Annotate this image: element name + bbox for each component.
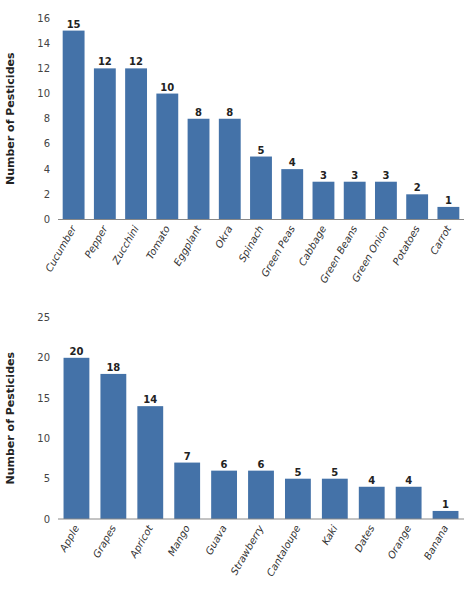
x-tick-label: Eggplant xyxy=(172,223,204,268)
x-tick-label: Pepper xyxy=(83,223,111,260)
bar xyxy=(359,487,385,519)
x-tick-label: Guava xyxy=(203,523,229,556)
bar xyxy=(313,182,335,220)
y-tick-label: 10 xyxy=(37,433,50,444)
y-tick-label: 0 xyxy=(44,514,50,525)
data-label: 2 xyxy=(414,182,421,193)
x-tick-label: Mango xyxy=(166,523,192,558)
data-label: 5 xyxy=(258,145,265,156)
data-label: 4 xyxy=(289,157,296,168)
panel: 0510152025Number of Pesticides2018147665… xyxy=(4,312,464,578)
x-tick-label: Dates xyxy=(352,523,376,554)
bar xyxy=(63,31,85,220)
x-tick-label: Carrot xyxy=(428,223,454,257)
x-tick-label: Green Peas xyxy=(259,224,297,279)
bar xyxy=(137,406,163,519)
chart-canvas: 0246810121416Number of Pesticides1512121… xyxy=(0,0,474,599)
x-tick-label: Grapes xyxy=(91,523,118,559)
bar xyxy=(437,207,459,220)
y-axis-label: Number of Pesticides xyxy=(4,352,17,485)
x-tick-label: Okra xyxy=(213,224,234,250)
x-tick-label: Cucumber xyxy=(43,223,79,274)
data-label: 5 xyxy=(294,467,301,478)
bar xyxy=(219,119,241,220)
data-label: 3 xyxy=(320,170,327,181)
bar xyxy=(250,157,272,220)
bar xyxy=(344,182,366,220)
data-label: 20 xyxy=(69,346,83,357)
data-label: 4 xyxy=(405,475,412,486)
page: {"chart_data": [ {"type": "bar", "catego… xyxy=(0,0,474,599)
y-tick-label: 12 xyxy=(37,63,50,74)
y-tick-label: 5 xyxy=(44,473,50,484)
bar xyxy=(174,463,200,519)
bar xyxy=(188,119,210,220)
data-label: 6 xyxy=(221,459,228,470)
data-label: 15 xyxy=(67,19,81,30)
y-tick-label: 20 xyxy=(37,352,50,363)
y-tick-label: 0 xyxy=(44,214,50,225)
data-label: 14 xyxy=(143,394,157,405)
data-label: 12 xyxy=(98,56,112,67)
data-label: 1 xyxy=(445,195,452,206)
x-tick-label: Kaki xyxy=(320,523,340,547)
y-tick-label: 2 xyxy=(44,189,50,200)
bars xyxy=(64,358,459,519)
bar xyxy=(285,479,311,519)
y-axis-label: Number of Pesticides xyxy=(4,52,17,185)
data-label: 1 xyxy=(442,499,449,510)
bar xyxy=(64,358,90,519)
bar xyxy=(125,68,147,219)
x-tick-label: Apricot xyxy=(127,522,155,560)
x-tick-label: Tomato xyxy=(144,224,172,261)
y-tick-label: 16 xyxy=(37,13,50,24)
x-tick-label: Cantaloupe xyxy=(265,523,303,578)
y-tick-label: 15 xyxy=(37,393,50,404)
y-tick-label: 14 xyxy=(37,38,50,49)
data-label: 12 xyxy=(129,56,143,67)
data-label: 7 xyxy=(184,451,191,462)
bar xyxy=(211,471,237,519)
bar xyxy=(406,194,428,219)
bar xyxy=(248,471,274,519)
data-label: 3 xyxy=(382,170,389,181)
x-axis-line xyxy=(58,219,464,220)
data-label: 6 xyxy=(258,459,265,470)
x-tick-label: Potatoes xyxy=(391,224,422,267)
x-tick-label: Apple xyxy=(57,523,81,554)
data-label: 8 xyxy=(226,107,233,118)
x-tick-label: Green Onion xyxy=(350,224,391,284)
bars xyxy=(63,31,460,220)
bar xyxy=(396,487,422,519)
bar xyxy=(375,182,397,220)
x-tick-label: Strawberry xyxy=(229,522,267,576)
y-tick-label: 6 xyxy=(44,138,50,149)
x-tick-label: Orange xyxy=(385,523,413,561)
x-tick-label: Spinach xyxy=(236,224,265,264)
x-tick-label: Banana xyxy=(422,523,450,561)
panel: 0246810121416Number of Pesticides1512121… xyxy=(4,13,464,286)
labels: 15 12 12 10 8 8 5 4 3 3 3 2 1 xyxy=(67,19,452,206)
bar xyxy=(281,169,303,219)
y-tick-label: 8 xyxy=(44,113,50,124)
data-label: 18 xyxy=(106,362,120,373)
data-label: 10 xyxy=(160,82,174,93)
x-tick-label: Zucchini xyxy=(110,224,141,267)
bar xyxy=(156,94,178,220)
data-label: 8 xyxy=(195,107,202,118)
y-tick-label: 4 xyxy=(44,164,50,175)
y-tick-label: 10 xyxy=(37,88,50,99)
bar xyxy=(100,374,126,519)
bar xyxy=(322,479,348,519)
x-axis-line xyxy=(58,519,464,520)
labels: 20 18 14 7 6 6 5 5 4 4 1 xyxy=(69,346,449,510)
data-label: 3 xyxy=(351,170,358,181)
bar xyxy=(94,68,116,219)
y-tick-label: 25 xyxy=(37,312,50,323)
x-tick-label: Cabbage xyxy=(296,224,328,268)
data-label: 5 xyxy=(331,467,338,478)
bar xyxy=(433,511,459,519)
data-label: 4 xyxy=(368,475,375,486)
